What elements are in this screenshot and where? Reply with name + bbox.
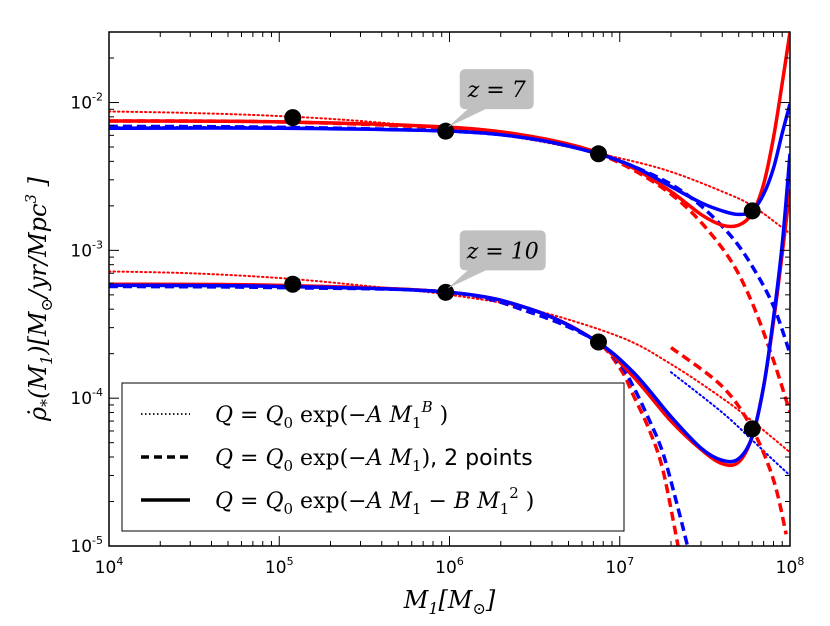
y-tick-label: 10-4 xyxy=(70,386,103,409)
series-z7-blue-solid xyxy=(109,103,790,217)
callout-label-0: z = 7 xyxy=(467,78,526,103)
legend-label-solid: Q = Q0 exp(−A M1 − B M12 ) xyxy=(215,484,534,518)
callout-0: z = 7 xyxy=(447,69,534,128)
series-layer xyxy=(109,32,790,546)
plot-frame xyxy=(108,31,791,547)
points-layer xyxy=(284,109,761,438)
x-tick-label: 104 xyxy=(95,555,124,578)
data-point-g0-3 xyxy=(743,202,761,220)
x-axis-label: M1[M⊙] xyxy=(403,586,496,618)
legend: Q = Q0 exp(−A M1B ) Q = Q0 exp(−A M1), 2 … xyxy=(121,382,625,532)
series-z10-blue-solid xyxy=(109,153,790,464)
y-tick-label: 10-3 xyxy=(70,238,103,261)
data-point-g1-3 xyxy=(743,420,761,438)
legend-box xyxy=(121,382,625,532)
data-point-g0-0 xyxy=(284,109,302,127)
callout-layer: z = 7 z = 10 xyxy=(447,69,546,289)
series-z10-red-dotted xyxy=(109,270,790,454)
x-tick-label: 106 xyxy=(435,555,464,578)
callout-1: z = 10 xyxy=(447,230,546,289)
data-point-g1-0 xyxy=(284,275,302,293)
x-tick-label: 107 xyxy=(605,555,634,578)
legend-label-dotted: Q = Q0 exp(−A M1B ) xyxy=(215,398,448,432)
data-point-g1-1 xyxy=(437,283,455,301)
data-point-g0-1 xyxy=(437,122,455,140)
y-axis-label: ρ̇*(M1)[M⊙/yr/Mpc3 ] xyxy=(22,176,56,422)
data-point-g1-2 xyxy=(589,333,607,351)
y-tick-label: 10-2 xyxy=(70,91,103,114)
ticks-layer xyxy=(108,31,791,547)
x-tick-label: 108 xyxy=(776,555,805,578)
y-tick-label: 10-5 xyxy=(70,534,103,557)
callout-label-1: z = 10 xyxy=(466,239,539,264)
series-z7-red-solid xyxy=(109,32,790,229)
data-point-g0-2 xyxy=(589,145,607,163)
legend-label-dashed: Q = Q0 exp(−A M1), 2 points xyxy=(215,446,533,475)
x-tick-label: 105 xyxy=(265,555,294,578)
labels-layer: 104 105 106 107 108 10-5 10-4 10-3 10-2 M1[M⊙] ρ̇*… xyxy=(22,91,804,618)
